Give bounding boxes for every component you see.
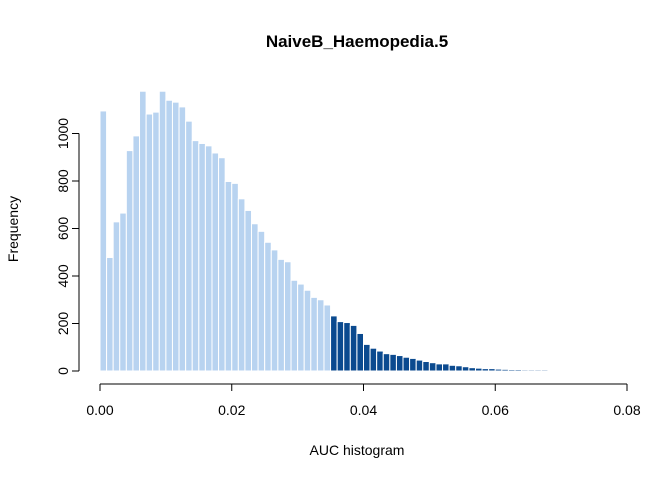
histogram-bars: [99, 90, 615, 372]
histogram-bar: [323, 304, 332, 372]
y-tick-label: 600: [55, 217, 71, 241]
histogram-bar: [474, 367, 483, 372]
histogram-bar: [237, 198, 246, 372]
histogram-bar: [514, 369, 523, 372]
histogram-bar: [316, 299, 325, 372]
histogram-bar: [257, 230, 266, 372]
histogram-bar: [573, 369, 582, 372]
histogram-bar: [283, 261, 292, 372]
histogram-bar: [198, 142, 206, 372]
x-tick-label: 0.08: [613, 402, 640, 418]
histogram-bar: [125, 150, 134, 372]
histogram-bar: [468, 367, 476, 372]
x-tick-label: 0.00: [86, 402, 113, 418]
histogram-bar: [119, 212, 127, 372]
histogram-bar: [356, 332, 365, 372]
histogram-bar: [310, 296, 318, 372]
x-tick-label: 0.04: [350, 402, 377, 418]
histogram-bar: [567, 369, 575, 372]
y-tick-label: 800: [55, 169, 71, 193]
histogram-bar: [540, 369, 549, 372]
histogram-bar: [494, 368, 503, 372]
histogram-bar: [415, 359, 424, 372]
histogram-bar: [428, 362, 437, 372]
histogram-bar: [145, 113, 154, 372]
histogram-bar: [112, 221, 121, 372]
histogram-bar: [547, 369, 556, 372]
y-tick-label: 0: [55, 367, 71, 375]
histogram-bar: [527, 369, 536, 372]
histogram-bar: [152, 111, 160, 372]
y-tick-label: 200: [55, 312, 71, 336]
histogram-bar: [336, 321, 345, 372]
histogram-bar: [455, 365, 463, 372]
y-axis-ticks: 0 200 400 600 800 1000: [55, 118, 79, 375]
histogram-bar: [507, 369, 516, 372]
histogram-bar: [435, 363, 444, 372]
histogram-bar: [481, 368, 490, 372]
histogram-bar: [244, 209, 253, 372]
histogram-bar: [521, 369, 529, 372]
histogram-bar: [191, 140, 200, 372]
y-tick-label: 1000: [55, 118, 71, 149]
histogram-bar: [382, 353, 391, 372]
histogram-bar: [139, 90, 147, 372]
histogram-bar: [303, 289, 312, 372]
histogram-bar: [349, 324, 358, 372]
y-axis-label: Frequency: [5, 196, 21, 262]
histogram-bar: [560, 369, 569, 372]
histogram-bar: [448, 364, 457, 372]
histogram-bar: [554, 369, 562, 372]
histogram-bar: [442, 363, 450, 372]
histogram-bar: [409, 357, 417, 372]
histogram-bar: [204, 145, 213, 372]
histogram-bar: [165, 99, 173, 372]
histogram-bar: [363, 343, 371, 372]
histogram-bar: [231, 182, 239, 372]
y-tick-label: 400: [55, 264, 71, 288]
histogram-bar: [343, 322, 351, 372]
histogram-bar: [224, 180, 233, 372]
histogram-bar: [218, 157, 226, 372]
histogram-bar: [330, 315, 338, 372]
histogram-bar: [211, 152, 220, 372]
histogram-bar: [488, 368, 496, 372]
histogram-bar: [264, 241, 272, 372]
chart-title: NaiveB_Haemopedia.5: [266, 32, 448, 51]
histogram-bar: [132, 135, 141, 372]
x-tick-label: 0.02: [218, 402, 245, 418]
histogram-bar: [270, 249, 279, 372]
histogram-bar: [501, 368, 509, 372]
histogram-bar: [178, 106, 187, 372]
histogram-bar: [422, 361, 430, 372]
x-axis-label: AUC histogram: [310, 442, 405, 458]
histogram-bar: [297, 283, 305, 372]
histogram-bar: [376, 350, 384, 372]
x-tick-label: 0.06: [482, 402, 509, 418]
x-axis-ticks: 0.00 0.02 0.04 0.06 0.08: [86, 384, 641, 418]
histogram-bar: [534, 369, 542, 372]
histogram-bar: [251, 223, 259, 372]
histogram-bar: [395, 355, 404, 372]
histogram-bar: [185, 120, 193, 372]
histogram-bar: [106, 256, 114, 372]
histogram-bar: [461, 366, 470, 372]
histogram-bar: [369, 347, 378, 372]
histogram-bar: [277, 258, 285, 372]
histogram-bar: [158, 90, 167, 372]
histogram-bar: [171, 101, 180, 372]
histogram-bar: [402, 356, 411, 372]
histogram-bar: [389, 353, 397, 372]
histogram-bar: [290, 279, 299, 372]
histogram-bar: [99, 110, 108, 372]
